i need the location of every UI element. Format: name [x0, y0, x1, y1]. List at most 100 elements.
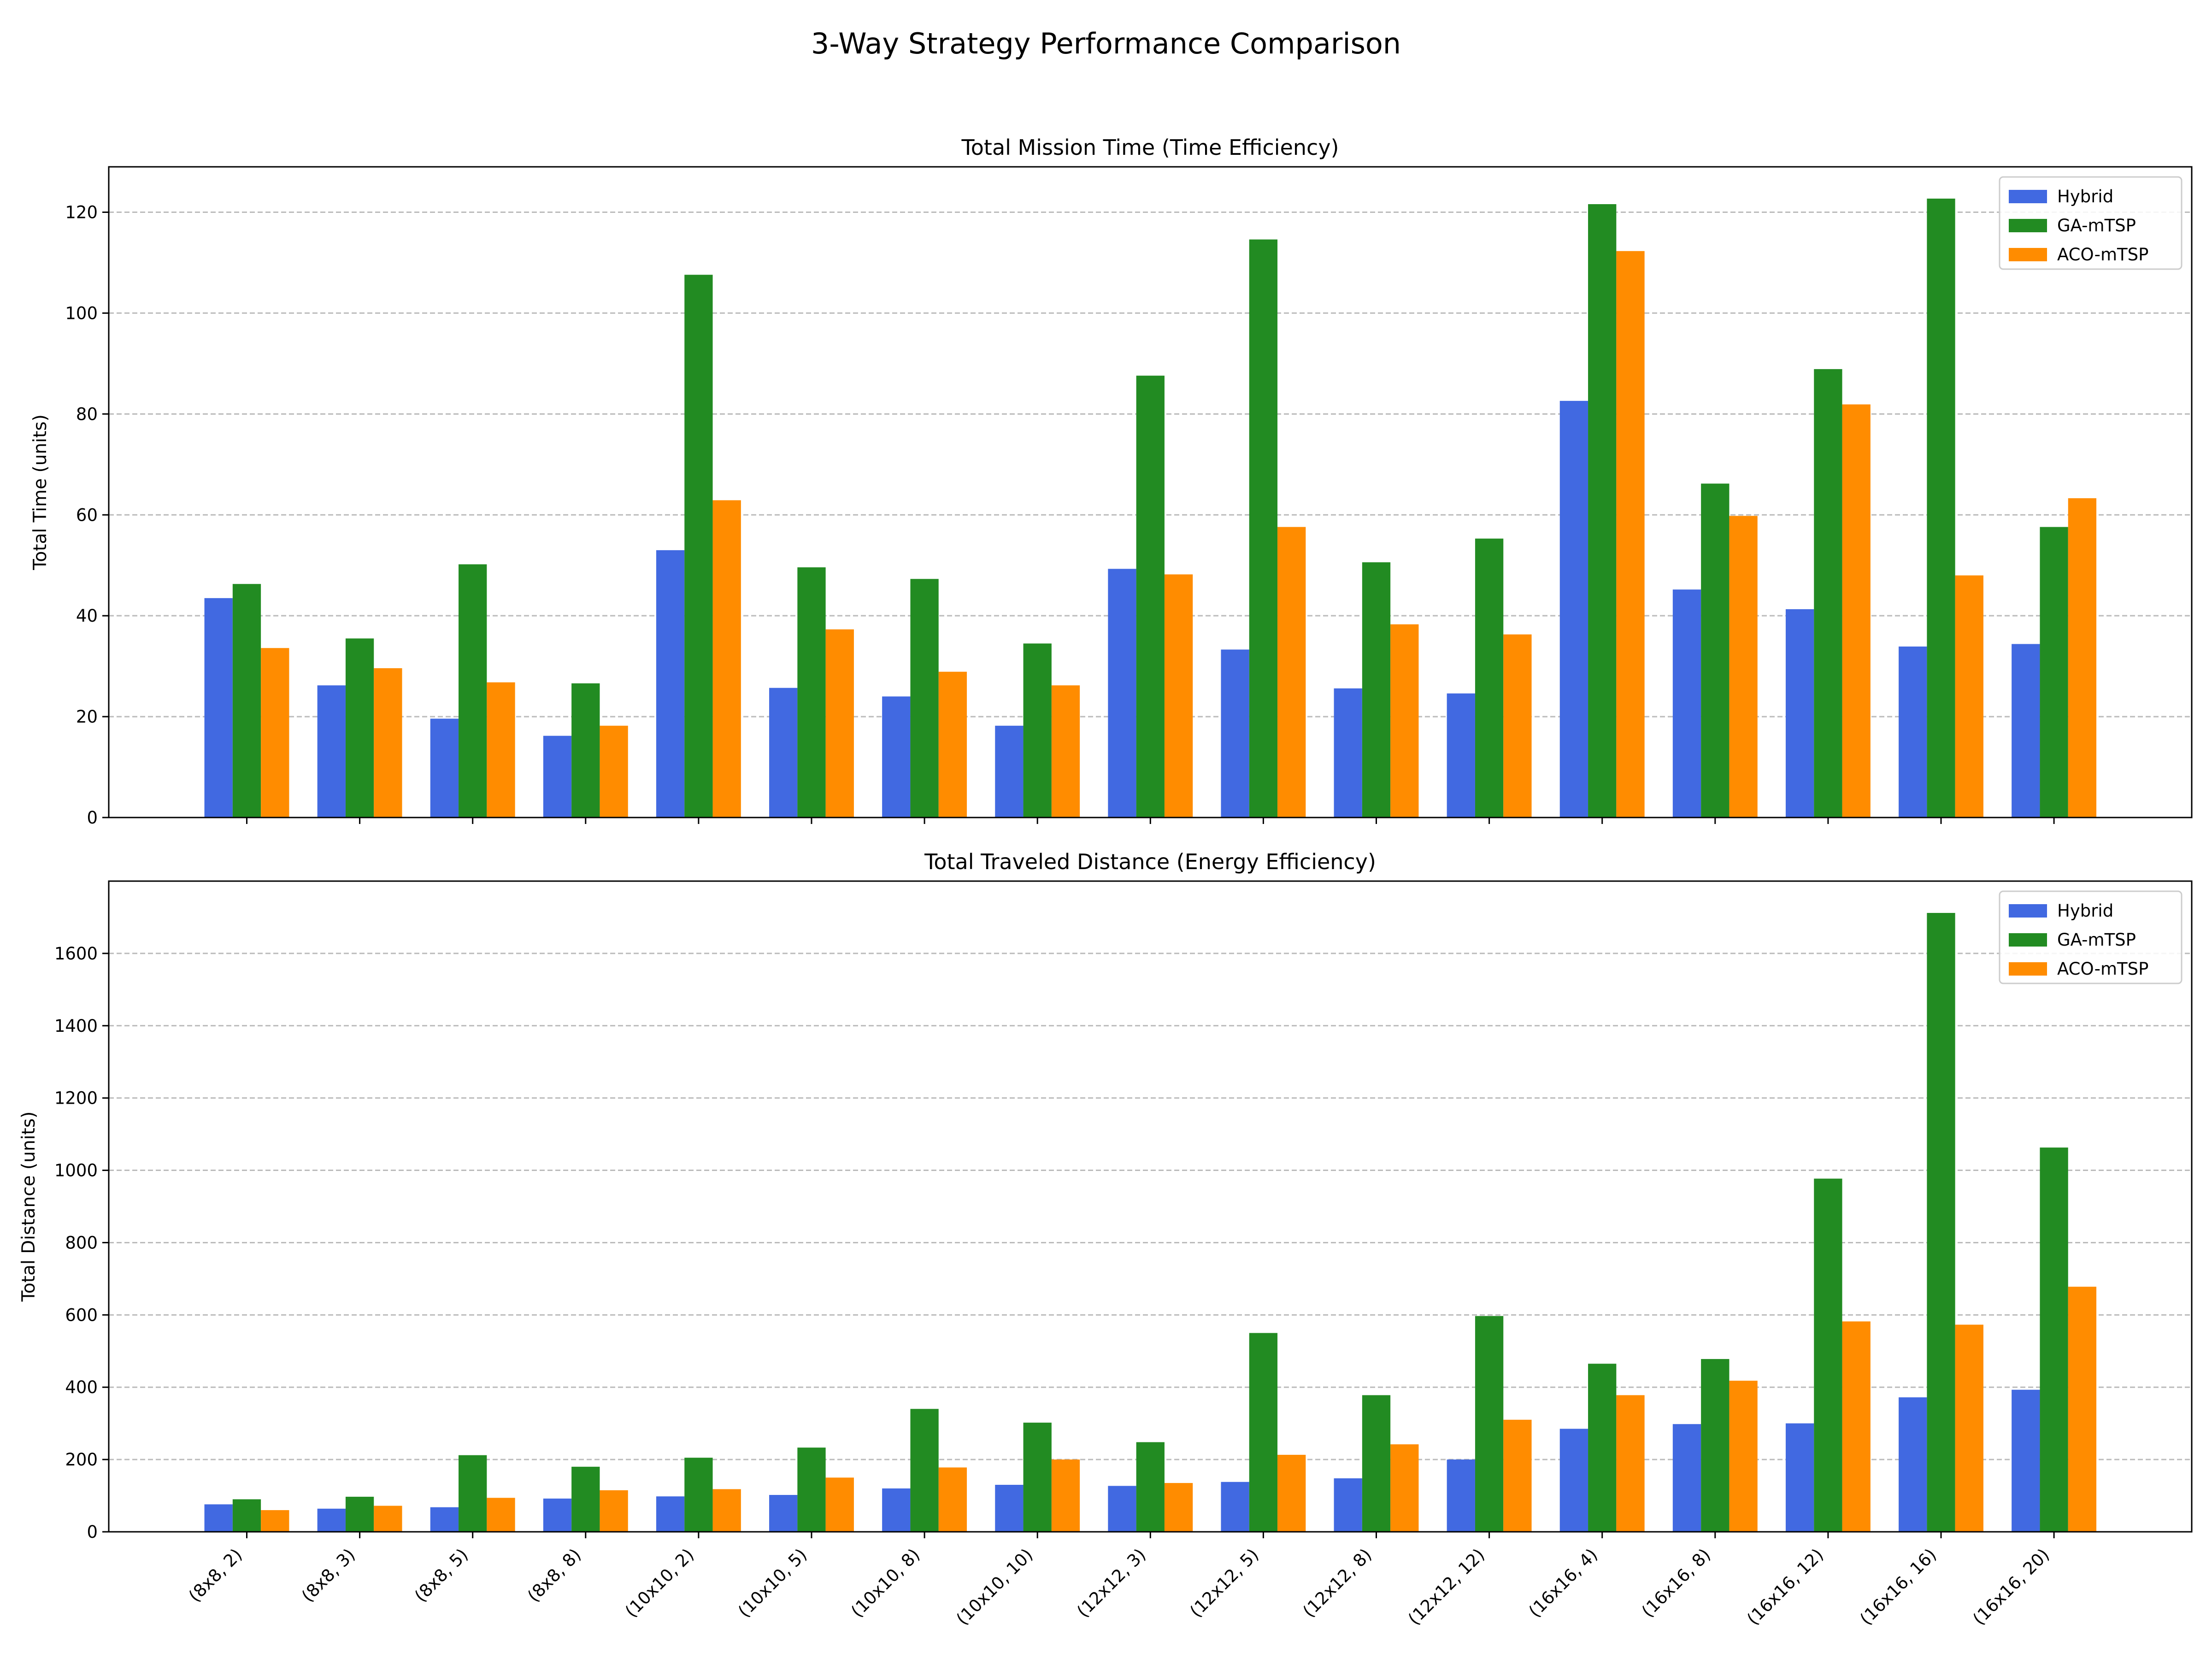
bar-aco-mtsp [1616, 251, 1645, 818]
bar-ga-mtsp [1023, 643, 1052, 818]
legend-swatch-aco-mtsp [2009, 248, 2047, 261]
bar-hybrid [317, 685, 346, 818]
bar-aco-mtsp [600, 1490, 628, 1532]
bar-hybrid [204, 598, 233, 818]
y-axis-label: Total Distance (units) [18, 1112, 39, 1302]
x-tick-label: (16x16, 20) [1969, 1545, 2053, 1629]
legend-swatch-hybrid [2009, 904, 2047, 918]
bar-aco-mtsp [825, 629, 854, 818]
y-tick-label: 0 [87, 808, 98, 828]
x-tick-label: (16x16, 16) [1856, 1545, 1941, 1629]
bar-hybrid [769, 688, 798, 818]
bar-aco-mtsp [2068, 1287, 2097, 1532]
legend-label-ga-mtsp: GA-mTSP [2057, 216, 2136, 235]
bar-aco-mtsp [487, 1498, 515, 1532]
figure-title: 3-Way Strategy Performance Comparison [811, 27, 1401, 60]
bar-ga-mtsp [910, 579, 939, 818]
bar-hybrid [1221, 1482, 1249, 1532]
bar-hybrid [769, 1494, 798, 1532]
bar-ga-mtsp [1814, 1178, 1842, 1532]
legend-swatch-aco-mtsp [2009, 962, 2047, 976]
distance-chart-panel: Total Traveled Distance (Energy Efficien… [18, 849, 2193, 1629]
bar-hybrid [1447, 1459, 1475, 1532]
bar-aco-mtsp [1842, 404, 1871, 818]
bar-aco-mtsp [600, 725, 628, 818]
y-tick-label: 120 [65, 203, 98, 223]
bar-hybrid [656, 550, 685, 818]
bar-aco-mtsp [825, 1477, 854, 1532]
bar-aco-mtsp [1729, 516, 1758, 818]
bar-ga-mtsp [2040, 527, 2068, 818]
y-tick-label: 80 [76, 404, 98, 424]
bar-ga-mtsp [1588, 1364, 1617, 1532]
bar-hybrid [317, 1508, 346, 1532]
bar-hybrid [1559, 400, 1588, 818]
bar-aco-mtsp [261, 648, 289, 818]
x-tick-label: (10x10, 8) [847, 1545, 924, 1621]
legend-label-hybrid: Hybrid [2057, 901, 2113, 921]
x-tick-label: (10x10, 2) [621, 1545, 698, 1621]
y-tick-label: 40 [76, 606, 98, 626]
bar-aco-mtsp [1277, 1454, 1306, 1532]
bar-hybrid [1108, 569, 1136, 818]
bar-hybrid [2012, 1389, 2040, 1532]
bar-ga-mtsp [345, 1496, 374, 1532]
bar-ga-mtsp [1136, 1442, 1165, 1532]
bar-hybrid [1559, 1429, 1588, 1532]
bar-ga-mtsp [459, 1455, 487, 1532]
panel-title: Total Traveled Distance (Energy Efficien… [924, 849, 1376, 874]
y-tick-label: 1000 [54, 1161, 98, 1181]
y-tick-label: 0 [87, 1522, 98, 1542]
bar-ga-mtsp [1588, 204, 1617, 818]
x-tick-label: (10x10, 5) [734, 1545, 811, 1621]
bar-hybrid [204, 1504, 233, 1532]
bar-aco-mtsp [1503, 634, 1532, 818]
bar-hybrid [1221, 649, 1249, 818]
bar-hybrid [995, 725, 1024, 818]
bar-hybrid [1334, 1478, 1362, 1532]
bar-aco-mtsp [1842, 1321, 1871, 1532]
bar-hybrid [1334, 688, 1362, 818]
y-axis-label: Total Time (units) [30, 414, 51, 571]
bar-aco-mtsp [1164, 574, 1193, 818]
x-tick-label: (16x16, 4) [1525, 1545, 1601, 1621]
bar-aco-mtsp [938, 1467, 967, 1532]
bar-aco-mtsp [261, 1510, 289, 1532]
bar-hybrid [543, 735, 572, 818]
legend-label-hybrid: Hybrid [2057, 187, 2113, 206]
bar-aco-mtsp [1955, 575, 1983, 818]
legend-label-ga-mtsp: GA-mTSP [2057, 930, 2136, 950]
x-tick-label: (12x12, 5) [1186, 1545, 1263, 1621]
x-tick-label: (16x16, 8) [1638, 1545, 1714, 1621]
bar-ga-mtsp [2040, 1147, 2068, 1532]
bar-hybrid [430, 718, 459, 818]
bar-ga-mtsp [1927, 913, 1955, 1532]
bar-aco-mtsp [1390, 1444, 1419, 1532]
bar-ga-mtsp [571, 683, 600, 818]
bar-ga-mtsp [1362, 1395, 1391, 1532]
x-tick-label: (12x12, 3) [1073, 1545, 1149, 1621]
y-tick-label: 1400 [54, 1016, 98, 1036]
bar-hybrid [2012, 644, 2040, 818]
bar-ga-mtsp [1362, 562, 1391, 818]
x-tick-label: (12x12, 8) [1299, 1545, 1376, 1621]
x-tick-label: (8x8, 5) [411, 1545, 472, 1606]
bar-ga-mtsp [684, 275, 713, 818]
y-tick-label: 800 [65, 1233, 98, 1253]
bar-hybrid [882, 1488, 911, 1532]
bar-hybrid [1672, 1424, 1701, 1532]
y-tick-label: 400 [65, 1377, 98, 1397]
legend-swatch-ga-mtsp [2009, 219, 2047, 232]
time-chart-panel: Total Mission Time (Time Efficiency) 0 20 4… [30, 135, 2193, 828]
bar-hybrid [995, 1485, 1024, 1532]
bar-hybrid [1447, 693, 1475, 818]
bar-ga-mtsp [1023, 1423, 1052, 1532]
bar-ga-mtsp [797, 1447, 826, 1532]
x-tick-label: (10x10, 10) [953, 1545, 1037, 1629]
bar-aco-mtsp [1729, 1381, 1758, 1532]
panel-title: Total Mission Time (Time Efficiency) [961, 135, 1339, 160]
bar-aco-mtsp [1051, 1459, 1080, 1532]
bar-aco-mtsp [2068, 498, 2097, 818]
legend-label-aco-mtsp: ACO-mTSP [2057, 959, 2148, 979]
